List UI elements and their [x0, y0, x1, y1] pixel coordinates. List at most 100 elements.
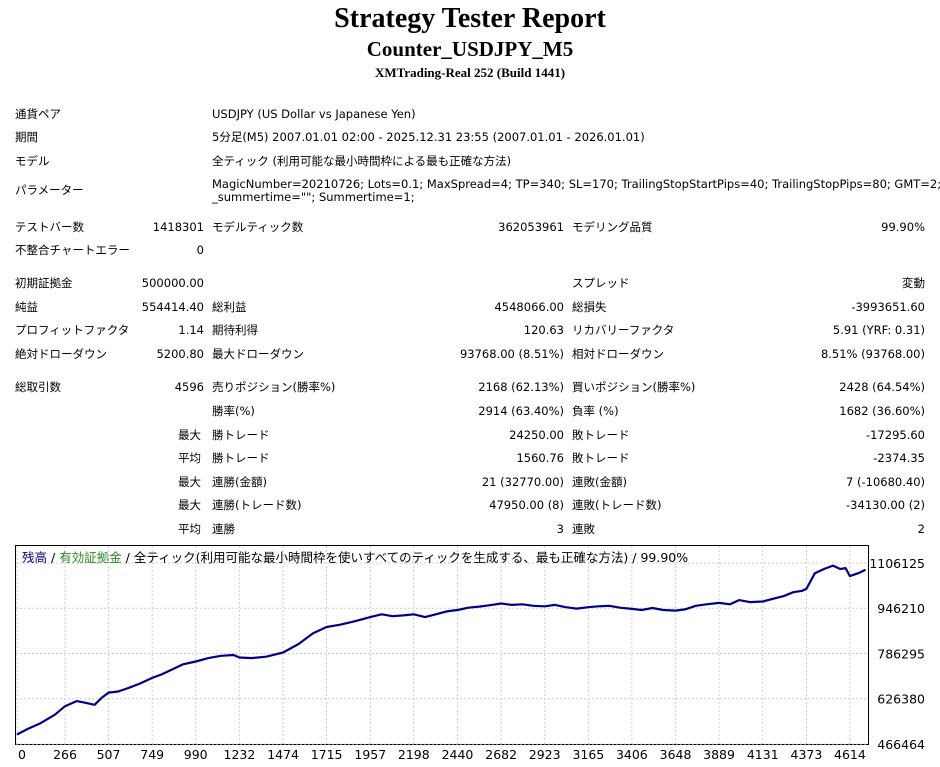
ticks-value: 362053961	[498, 220, 564, 234]
max-label-1: 最大	[178, 428, 201, 442]
deposit-label: 初期証拠金	[15, 276, 73, 290]
x-tick-label: 990	[184, 747, 208, 762]
x-tick-label: 4131	[747, 747, 779, 762]
avg-label-2: 平均	[178, 522, 201, 536]
model-value: 全ティック (利用可能な最小時間枠による最も正確な方法)	[212, 154, 512, 168]
bars-value: 1418301	[152, 220, 204, 234]
model-label: モデル	[15, 154, 50, 168]
quality-value: 99.90%	[881, 220, 925, 234]
avg-cons-loss-value: 2	[917, 522, 925, 536]
max-loss-value: -17295.60	[865, 428, 925, 442]
max-label-2: 最大	[178, 475, 201, 489]
expert-name: Counter_USDJPY_M5	[366, 37, 574, 61]
max-label-3: 最大	[178, 498, 201, 512]
spread-value: 変動	[902, 276, 925, 290]
cons-profit-label: 連勝(トレード数)	[212, 498, 302, 512]
gross-loss-value: -3993651.60	[851, 300, 925, 314]
loss-rate-value: 1682 (36.60%)	[839, 404, 925, 418]
cons-win-money-value: 21 (32770.00)	[481, 475, 564, 489]
y-tick-label: 626380	[877, 692, 925, 707]
abs-dd-label: 絶対ドローダウン	[15, 347, 107, 361]
y-tick-label: 1106125	[869, 556, 925, 571]
chart-legend: 残高 / 有効証拠金 / 全ティック(利用可能な最小時間枠を使いすべてのティック…	[22, 550, 688, 565]
expected-label: 期待利得	[212, 323, 258, 337]
cons-loss-money-label: 連敗(金額)	[572, 475, 627, 489]
long-value: 2428 (64.54%)	[839, 380, 925, 394]
x-tick-label: 0	[18, 747, 26, 762]
win-rate-label: 勝率(%)	[212, 404, 255, 418]
spread-label: スプレッド	[572, 276, 630, 290]
avg-cons-win-value: 3	[556, 522, 564, 536]
short-label: 売りポジション(勝率%)	[212, 380, 336, 394]
server-info: XMTrading-Real 252 (Build 1441)	[374, 65, 566, 80]
max-dd-value: 93768.00 (8.51%)	[459, 347, 564, 361]
params-line-1: MagicNumber=20210726; Lots=0.1; MaxSprea…	[212, 177, 940, 191]
symbol-label: 通貨ペア	[15, 107, 61, 121]
x-tick-label: 749	[140, 747, 164, 762]
gross-profit-label: 総利益	[212, 300, 247, 314]
x-tick-label: 3889	[703, 747, 735, 762]
symbol-value: USDJPY (US Dollar vs Japanese Yen)	[212, 107, 416, 121]
mismatch-value: 0	[196, 243, 204, 257]
params-line-2: _summertime=""; Summertime=1;	[212, 190, 415, 204]
x-tick-label: 1232	[224, 747, 256, 762]
legend-balance: 残高	[22, 550, 47, 565]
loss-rate-label: 負率 (%)	[572, 404, 619, 418]
x-axis: 0 266 507 749 990 1232 1474 1715 1957 2198 2440 268…	[18, 747, 866, 762]
x-tick-label: 1715	[311, 747, 343, 762]
grid	[16, 546, 868, 745]
cons-profit-value: 47950.00 (8)	[489, 498, 564, 512]
plot-area	[15, 545, 869, 745]
rel-dd-label: 相対ドローダウン	[572, 347, 664, 361]
legend-sep-2: /	[122, 550, 134, 565]
gross-profit-value: 4548066.00	[494, 300, 564, 314]
net-label: 純益	[15, 300, 38, 314]
x-tick-label: 1474	[267, 747, 299, 762]
x-tick-label: 266	[53, 747, 77, 762]
avg-label-1: 平均	[178, 451, 201, 465]
abs-dd-value: 5200.80	[156, 347, 204, 361]
legend-sep-1: /	[47, 550, 59, 565]
avg-loss-value: -2374.35	[873, 451, 925, 465]
max-loss-label: 敗トレード	[572, 428, 630, 442]
ticks-label: モデルティック数	[212, 220, 304, 234]
expected-value: 120.63	[523, 323, 564, 337]
cons-loss-label: 連敗(トレード数)	[572, 498, 662, 512]
cons-loss-money-value: 7 (-10680.40)	[846, 475, 925, 489]
y-axis: 1106125 946210 786295 626380 466464	[869, 556, 925, 752]
gross-loss-label: 総損失	[572, 300, 607, 314]
x-tick-label: 2198	[398, 747, 430, 762]
max-win-value: 24250.00	[509, 428, 564, 442]
x-tick-label: 507	[97, 747, 121, 762]
bars-label: テストバー数	[15, 220, 84, 234]
legend-quality: 99.90%	[640, 550, 688, 565]
legend-equity: 有効証拠金	[59, 550, 122, 565]
avg-cons-loss-label: 連敗	[572, 522, 595, 536]
rel-dd-value: 8.51% (93768.00)	[820, 347, 925, 361]
balance-line	[16, 564, 866, 736]
params-label: パラメーター	[15, 183, 84, 197]
avg-cons-win-label: 連勝	[212, 522, 235, 536]
balance-chart: 1106125 946210 786295 626380 466464 0 266 507 7…	[15, 545, 925, 762]
pf-label: プロフィットファクタ	[15, 323, 130, 337]
x-tick-label: 2923	[529, 747, 561, 762]
cons-win-money-label: 連勝(金額)	[212, 475, 267, 489]
period-label: 期間	[15, 130, 38, 144]
avg-win-label: 勝トレード	[212, 451, 270, 465]
x-tick-label: 2440	[442, 747, 474, 762]
y-tick-label: 466464	[877, 737, 925, 752]
quality-label: モデリング品質	[572, 220, 653, 234]
x-tick-label: 3165	[572, 747, 604, 762]
max-win-label: 勝トレード	[212, 428, 270, 442]
pf-value: 1.14	[178, 323, 204, 337]
max-dd-label: 最大ドローダウン	[212, 347, 304, 361]
recovery-value: 5.91 (YRF: 0.31)	[832, 323, 925, 337]
legend-model: 全ティック(利用可能な最小時間枠を使いすべてのティックを生成する、最も正確な方法…	[134, 550, 628, 565]
x-tick-label: 4614	[834, 747, 866, 762]
y-tick-label: 786295	[877, 646, 925, 661]
avg-loss-label: 敗トレード	[572, 451, 630, 465]
x-tick-label: 3406	[616, 747, 648, 762]
net-value: 554414.40	[141, 300, 204, 314]
recovery-label: リカバリーファクタ	[572, 323, 675, 337]
legend-sep-3: /	[628, 550, 640, 565]
